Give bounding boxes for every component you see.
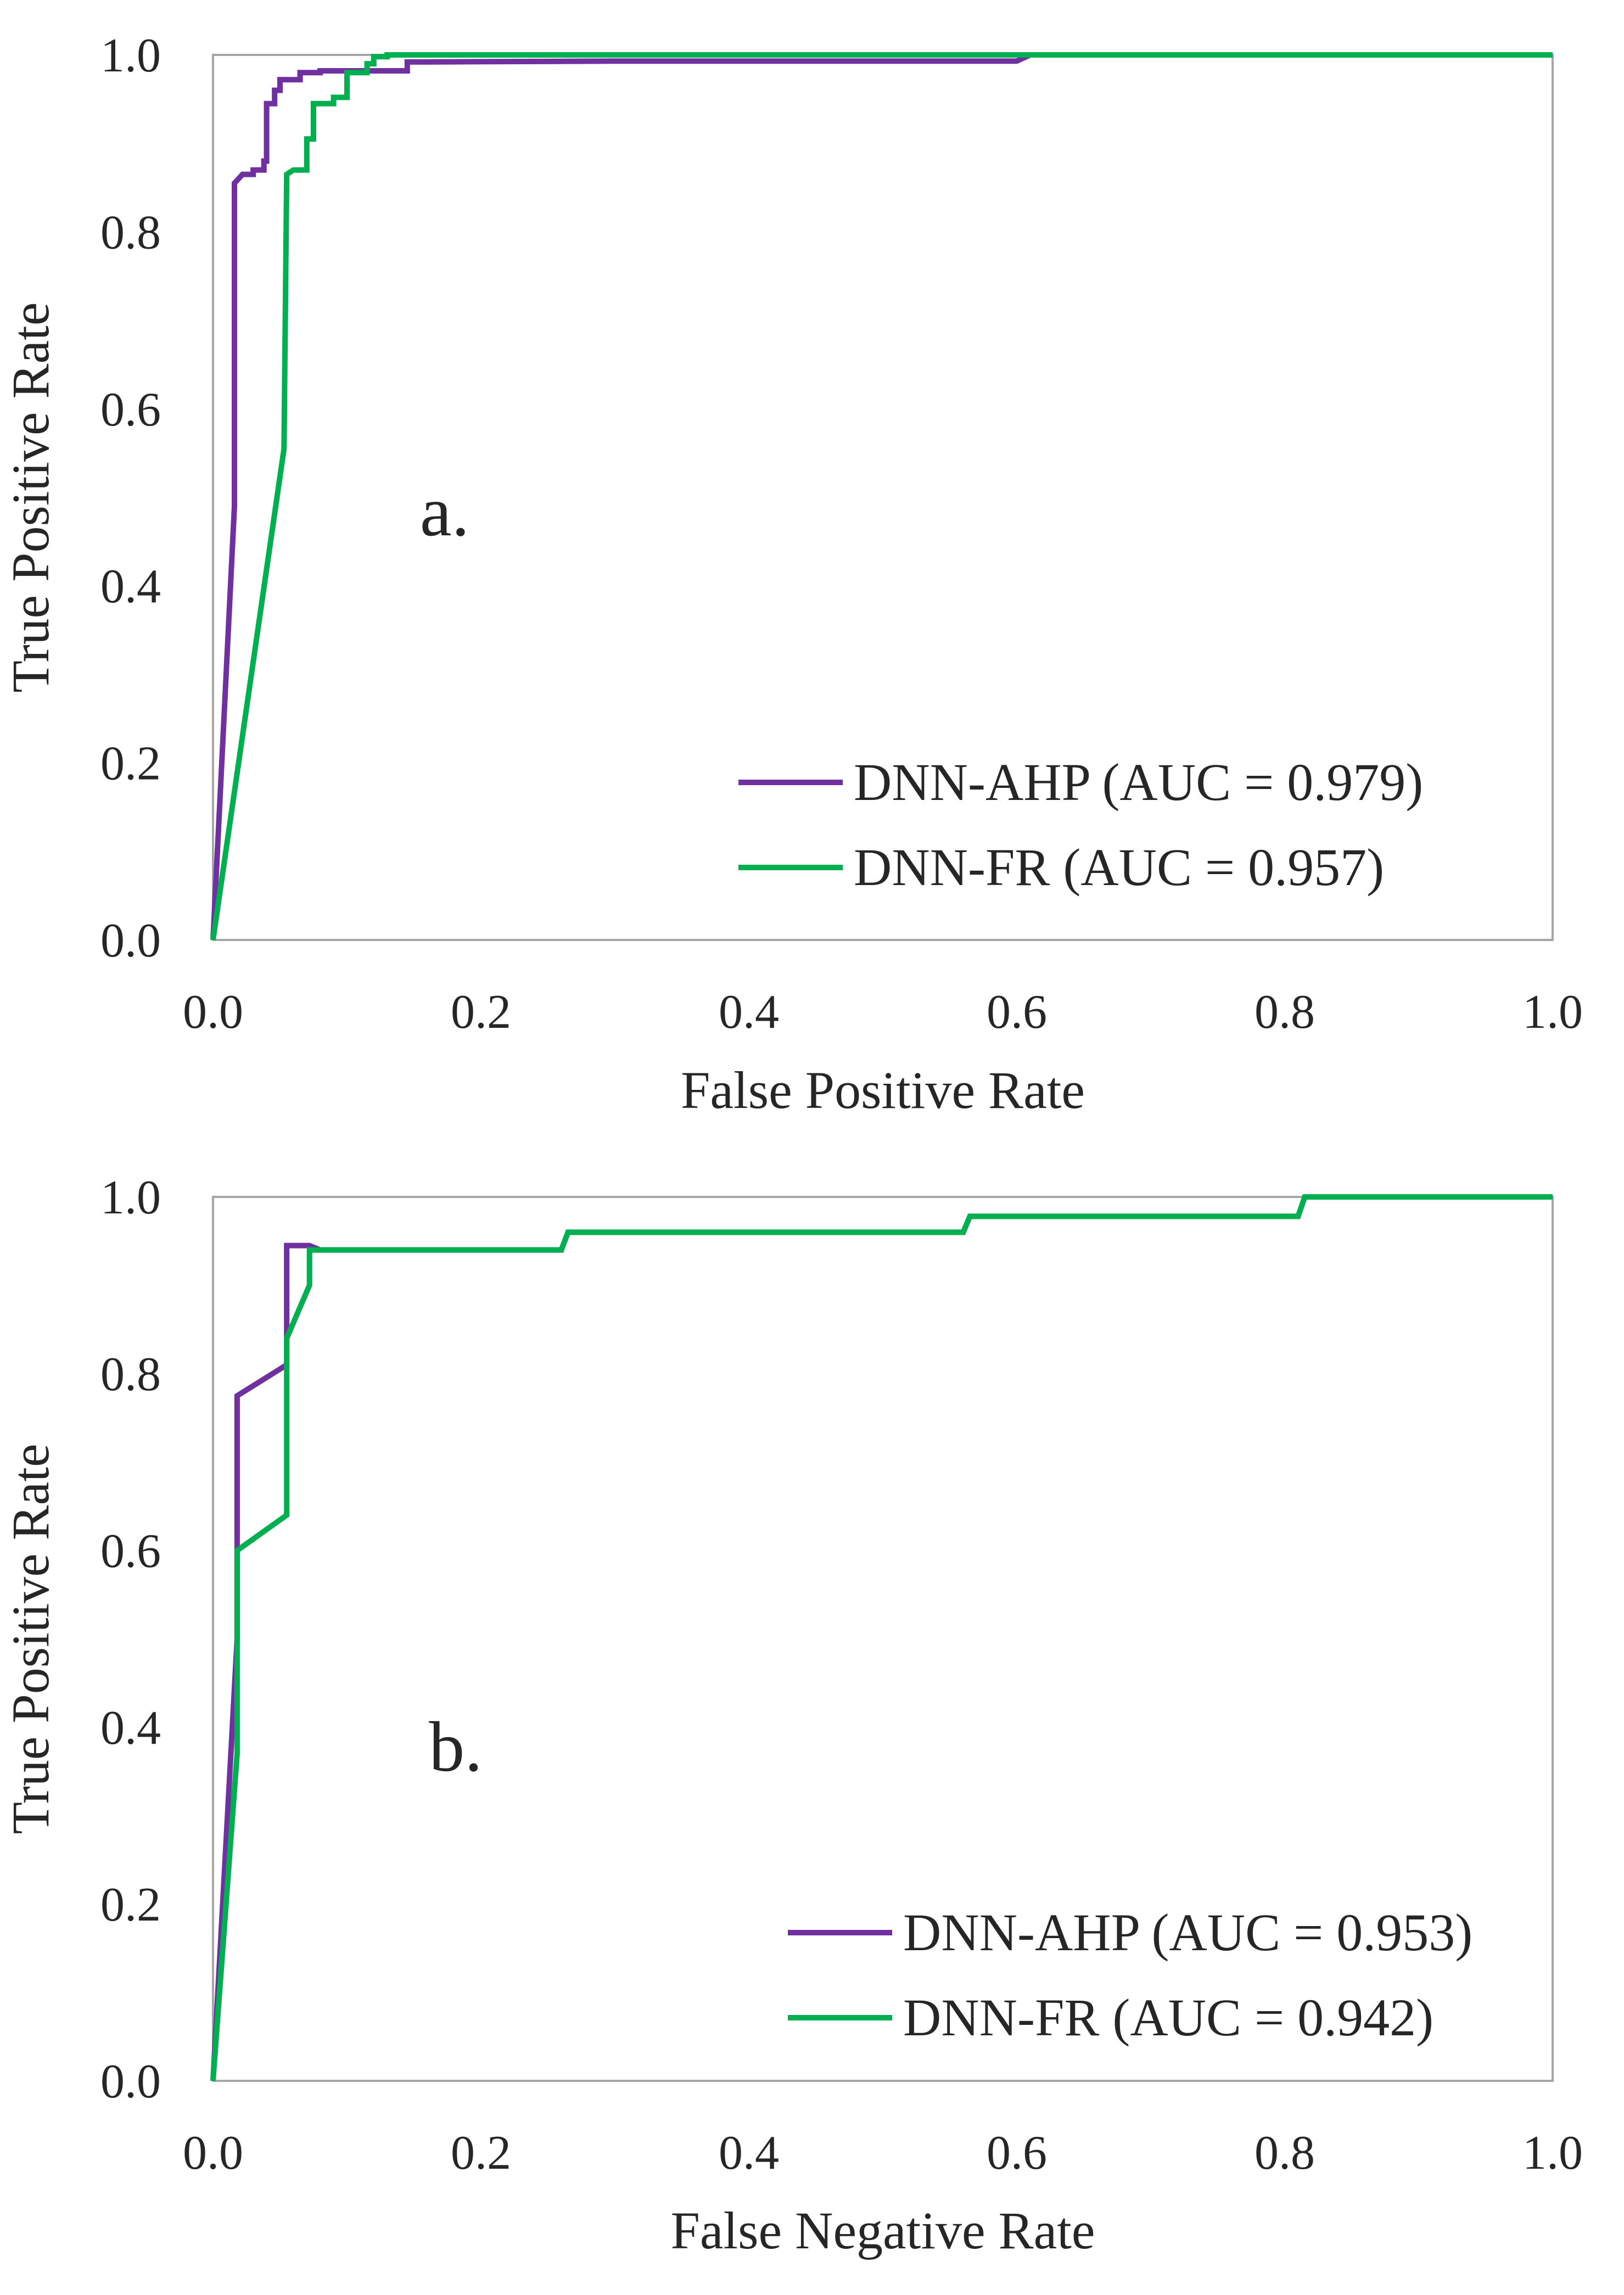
roc-chart-b: 0.0 0.2 0.4 0.6 0.8 1.0 0.0 0.2 0.4 0.6 0.8 1.0 Fals…: [1, 1171, 1583, 2260]
legend-entry: DNN-FR (AUC = 0.957): [854, 838, 1384, 897]
y-tick-label: 0.0: [100, 2055, 161, 2108]
panel-label: b.: [429, 1708, 483, 1787]
x-tick-label: 1.0: [1522, 986, 1583, 1039]
x-tick-label: 1.0: [1522, 2126, 1583, 2180]
x-tick-label: 0.6: [987, 2126, 1047, 2180]
y-axis-label: True Positive Rate: [1, 302, 60, 692]
x-tick-label: 0.0: [183, 986, 243, 1039]
y-tick-label: 0.2: [100, 1878, 161, 1932]
panel-label: a.: [420, 472, 469, 551]
x-axis-label: False Positive Rate: [681, 1061, 1085, 1119]
y-tick-label: 0.8: [100, 206, 161, 259]
legend-entry: DNN-FR (AUC = 0.942): [903, 1988, 1433, 2047]
roc-chart-a: 0.0 0.2 0.4 0.6 0.8 1.0 0.0 0.2 0.4 0.6 0.8 1.0 Fals…: [1, 29, 1583, 1119]
x-axis-label: False Negative Rate: [670, 2201, 1095, 2260]
y-tick-label: 1.0: [100, 29, 161, 82]
plot-frame: [212, 1196, 1554, 2082]
y-axis-label: True Positive Rate: [1, 1443, 60, 1834]
y-tick-label: 0.2: [100, 737, 161, 791]
series-line-dnn-fr: [210, 52, 1553, 941]
y-tick-label: 0.4: [100, 560, 161, 613]
x-tick-label: 0.0: [183, 2126, 243, 2180]
y-tick-label: 0.6: [100, 383, 161, 436]
series-line-dnn-fr: [210, 1194, 1553, 2081]
series-line-dnn-ahp: [210, 52, 1553, 941]
x-tick-label: 0.8: [1255, 2126, 1315, 2180]
legend-entry: DNN-AHP (AUC = 0.953): [903, 1903, 1472, 1962]
x-tick-label: 0.4: [719, 2126, 779, 2180]
x-tick-label: 0.8: [1255, 986, 1315, 1039]
y-tick-label: 0.8: [100, 1348, 161, 1401]
y-tick-label: 0.0: [100, 914, 161, 967]
x-tick-label: 0.2: [451, 986, 511, 1039]
x-tick-label: 0.2: [451, 2126, 511, 2180]
y-tick-label: 0.4: [100, 1701, 161, 1755]
x-tick-label: 0.4: [719, 986, 779, 1039]
x-tick-label: 0.6: [987, 986, 1047, 1039]
y-tick-label: 0.6: [100, 1525, 161, 1578]
legend-entry: DNN-AHP (AUC = 0.979): [854, 753, 1423, 811]
y-tick-label: 1.0: [100, 1171, 161, 1224]
